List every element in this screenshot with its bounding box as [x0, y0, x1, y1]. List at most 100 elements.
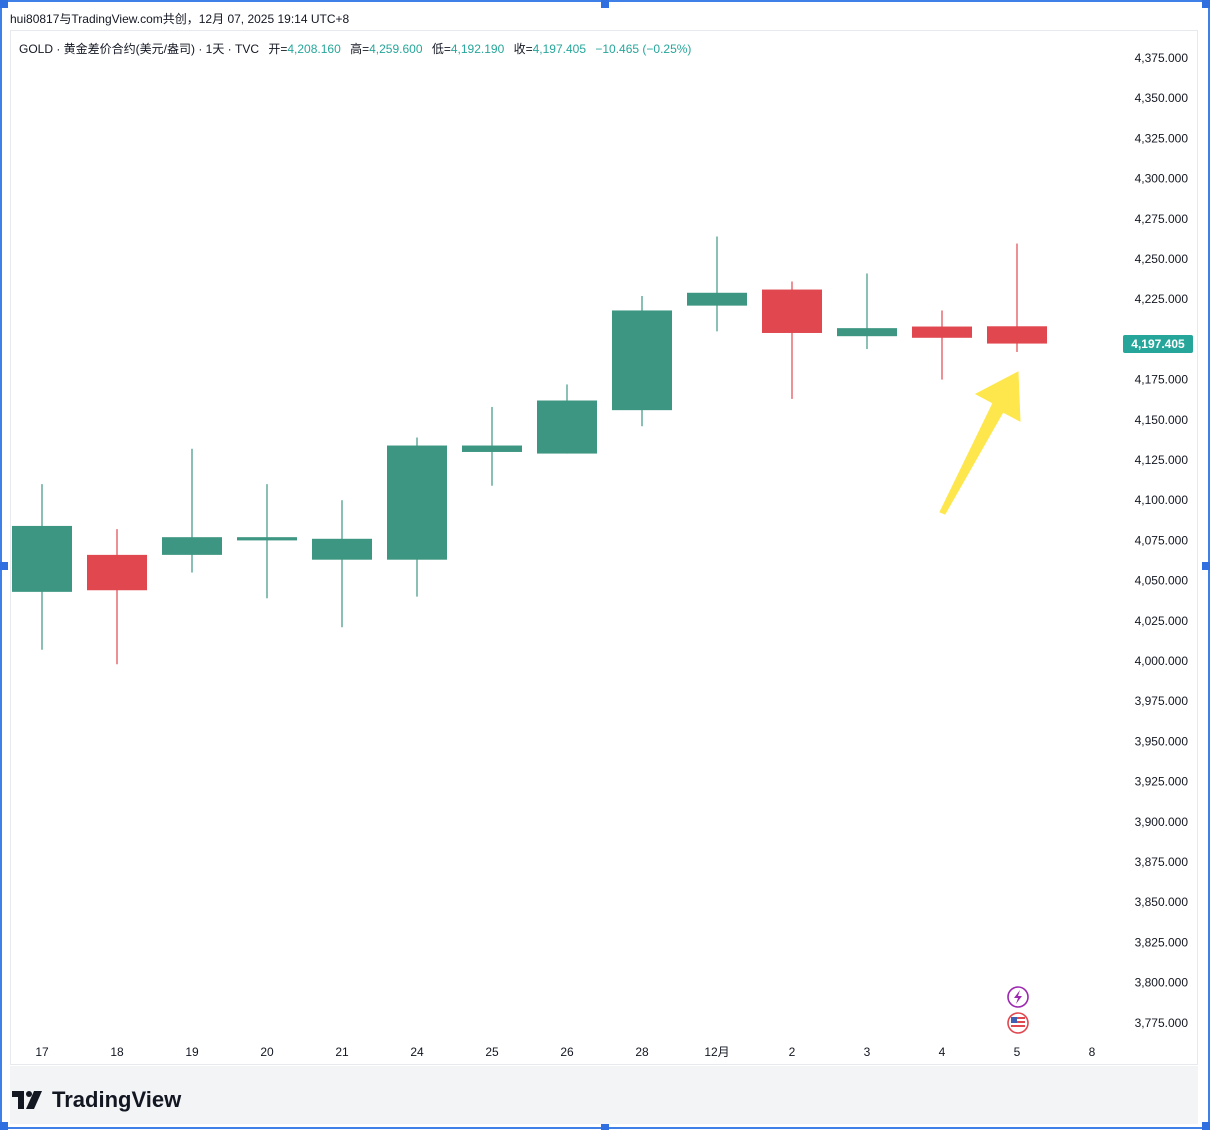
- last-price-tag-bg: [1123, 335, 1193, 353]
- time-tick-label: 3: [864, 1045, 871, 1059]
- legend-open-value: 4,208.160: [287, 42, 341, 56]
- candle[interactable]: [537, 384, 597, 454]
- chart-pane[interactable]: [10, 30, 1198, 1065]
- candle-body: [387, 445, 447, 560]
- legend-low-value: 4,192.190: [450, 42, 505, 56]
- time-tick-label: 21: [335, 1045, 349, 1059]
- time-tick-label: 4: [939, 1045, 946, 1059]
- candle-body: [12, 525, 72, 592]
- price-tick-label: 4,325.000: [1135, 131, 1189, 145]
- resize-handle-br[interactable]: [1202, 1122, 1210, 1130]
- legend-high-value: 4,259.600: [369, 42, 423, 56]
- candle-body: [537, 400, 597, 454]
- tradingview-brand-text: TradingView: [52, 1087, 182, 1112]
- symbol-legend[interactable]: GOLD · 黄金差价合约(美元/盎司) · 1天 · TVC 开=4,208.…: [19, 40, 691, 57]
- candle[interactable]: [12, 484, 72, 650]
- price-tick-label: 4,375.000: [1135, 51, 1189, 65]
- legend-high-label: 高=: [350, 42, 370, 56]
- candle[interactable]: [162, 448, 222, 573]
- candle[interactable]: [612, 295, 672, 427]
- resize-handle-ml[interactable]: [0, 562, 8, 570]
- lightning-event-icon[interactable]: [1007, 986, 1029, 1008]
- price-tick-label: 4,300.000: [1135, 172, 1189, 186]
- candle-body: [912, 326, 972, 338]
- price-tick-label: 3,950.000: [1135, 734, 1189, 748]
- resize-handle-bl[interactable]: [0, 1122, 8, 1130]
- tradingview-logo-icon: [12, 1091, 42, 1109]
- time-tick-label: 17: [35, 1045, 49, 1059]
- candle[interactable]: [837, 273, 897, 350]
- price-tick-label: 4,100.000: [1135, 493, 1189, 507]
- snapshot-caption: hui80817与TradingView.com共创，12月 07, 2025 …: [10, 12, 350, 26]
- last-price-tag-text: 4,197.405: [1131, 337, 1185, 351]
- price-tick-label: 3,800.000: [1135, 976, 1189, 990]
- price-tick-label: 3,975.000: [1135, 694, 1189, 708]
- time-tick-label: 12月: [704, 1045, 729, 1059]
- price-tick-label: 4,150.000: [1135, 413, 1189, 427]
- candle[interactable]: [87, 529, 147, 665]
- price-tick-label: 4,175.000: [1135, 373, 1189, 387]
- time-tick-label: 20: [260, 1045, 274, 1059]
- time-tick-label: 2: [789, 1045, 796, 1059]
- candle[interactable]: [387, 437, 447, 597]
- price-axis[interactable]: 4,375.000 4,350.000 4,325.000 4,300.000 4,27…: [1135, 51, 1189, 1030]
- price-tick-label: 4,025.000: [1135, 614, 1189, 628]
- last-price-tag: 4,197.405: [1123, 335, 1193, 353]
- resize-handle-mr[interactable]: [1202, 562, 1210, 570]
- legend-change: −10.465 (−0.25%): [595, 42, 692, 56]
- candle[interactable]: [912, 310, 972, 380]
- candle[interactable]: [762, 281, 822, 399]
- resize-handle-tr[interactable]: [1202, 0, 1210, 8]
- price-tick-label: 3,775.000: [1135, 1016, 1189, 1030]
- price-tick-label: 4,250.000: [1135, 252, 1189, 266]
- legend-close-value: 4,197.405: [532, 42, 587, 56]
- tradingview-logo[interactable]: TradingView: [12, 1086, 181, 1114]
- price-tick-label: 4,275.000: [1135, 212, 1189, 226]
- price-tick-label: 3,900.000: [1135, 815, 1189, 829]
- footer-bar: [10, 1066, 1198, 1124]
- resize-handle-tl[interactable]: [0, 0, 8, 8]
- time-tick-label: 26: [560, 1045, 574, 1059]
- price-tick-label: 3,925.000: [1135, 775, 1189, 789]
- yellow-arrow-annotation[interactable]: [939, 371, 1021, 515]
- candle-body: [987, 326, 1047, 344]
- price-tick-label: 4,225.000: [1135, 292, 1189, 306]
- us-flag-event-icon[interactable]: [1007, 1012, 1029, 1034]
- resize-handle-bm[interactable]: [601, 1122, 609, 1130]
- time-axis[interactable]: 17 18 19 20 21 24 25 26 28 12月 2 3 4 5 8: [35, 1045, 1095, 1059]
- price-tick-label: 4,000.000: [1135, 654, 1189, 668]
- legend-symbol: GOLD · 黄金差价合约(美元/盎司) · 1天 · TVC: [19, 42, 260, 56]
- price-tick-label: 4,075.000: [1135, 533, 1189, 547]
- candle[interactable]: [237, 484, 297, 599]
- time-tick-label: 28: [635, 1045, 649, 1059]
- candle-body: [612, 310, 672, 411]
- legend-low-label: 低=: [431, 42, 451, 56]
- candle-body: [162, 537, 222, 555]
- time-tick-label: 19: [185, 1045, 199, 1059]
- price-tick-label: 3,875.000: [1135, 855, 1189, 869]
- candle-body: [237, 537, 297, 541]
- candle-body: [837, 328, 897, 337]
- candle-body: [687, 292, 747, 306]
- time-tick-label: 5: [1014, 1045, 1021, 1059]
- price-tick-label: 4,125.000: [1135, 453, 1189, 467]
- resize-handle-tm[interactable]: [601, 0, 609, 8]
- candle[interactable]: [987, 243, 1047, 352]
- candle[interactable]: [312, 500, 372, 628]
- yellow-arrow-shape[interactable]: [939, 371, 1021, 515]
- time-tick-label: 18: [110, 1045, 124, 1059]
- price-tick-label: 4,350.000: [1135, 91, 1189, 105]
- time-tick-label: 24: [410, 1045, 424, 1059]
- legend-close-label: 收=: [513, 42, 533, 56]
- candle-body: [87, 554, 147, 591]
- candles: [12, 236, 1047, 665]
- price-tick-label: 3,825.000: [1135, 935, 1189, 949]
- candle-body: [312, 538, 372, 560]
- candle[interactable]: [687, 236, 747, 332]
- time-tick-label: 8: [1089, 1045, 1096, 1059]
- price-tick-label: 4,050.000: [1135, 574, 1189, 588]
- candle-body: [762, 289, 822, 333]
- candle[interactable]: [462, 406, 522, 486]
